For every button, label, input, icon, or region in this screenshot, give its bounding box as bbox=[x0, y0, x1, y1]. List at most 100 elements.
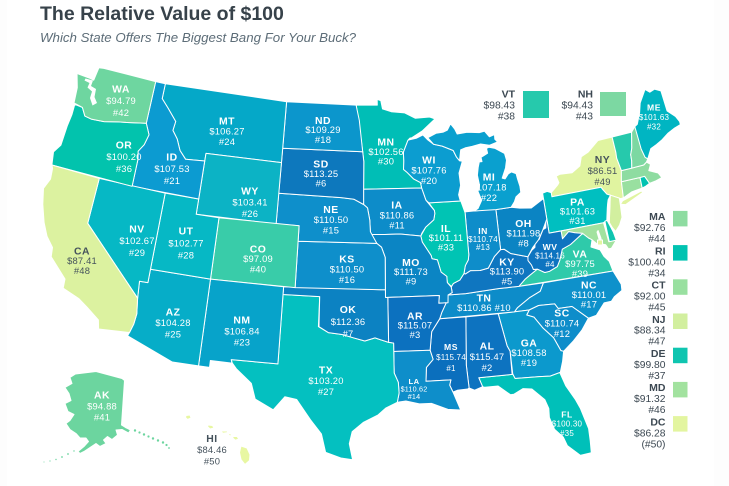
svg-text:$110.50: $110.50 bbox=[314, 214, 349, 225]
svg-text:#48: #48 bbox=[74, 265, 90, 276]
svg-text:AR: AR bbox=[407, 311, 423, 322]
svg-text:$107.76: $107.76 bbox=[411, 164, 446, 175]
svg-text:#47: #47 bbox=[648, 337, 665, 348]
svg-text:$111.98: $111.98 bbox=[507, 227, 541, 238]
svg-text:$92.00: $92.00 bbox=[634, 292, 666, 303]
svg-text:$110.74: $110.74 bbox=[545, 317, 580, 328]
svg-text:HI: HI bbox=[206, 434, 217, 445]
svg-text:CA: CA bbox=[74, 246, 90, 257]
svg-text:$112.36: $112.36 bbox=[331, 316, 366, 327]
svg-text:OH: OH bbox=[515, 219, 532, 230]
svg-text:NV: NV bbox=[129, 224, 144, 235]
svg-text:$84.46: $84.46 bbox=[197, 444, 227, 455]
svg-text:ID: ID bbox=[166, 152, 177, 163]
svg-text:MN: MN bbox=[377, 137, 394, 148]
svg-text:#31: #31 bbox=[569, 215, 585, 226]
svg-text:#7: #7 bbox=[343, 328, 354, 339]
svg-text:#1: #1 bbox=[446, 364, 456, 373]
svg-text:$106.84: $106.84 bbox=[224, 325, 259, 336]
svg-text:#3: #3 bbox=[410, 329, 421, 340]
svg-text:#21: #21 bbox=[164, 175, 180, 186]
svg-text:#27: #27 bbox=[318, 386, 334, 397]
svg-text:TX: TX bbox=[319, 365, 333, 376]
svg-text:AL: AL bbox=[480, 341, 495, 352]
svg-text:#38: #38 bbox=[498, 112, 515, 123]
svg-text:CO: CO bbox=[250, 244, 267, 255]
svg-text:NC: NC bbox=[581, 280, 597, 291]
svg-text:$115.74: $115.74 bbox=[436, 353, 466, 362]
svg-text:SD: SD bbox=[313, 159, 328, 170]
svg-text:#35: #35 bbox=[560, 429, 574, 438]
svg-text:$109.29: $109.29 bbox=[305, 124, 340, 135]
svg-text:KY: KY bbox=[499, 257, 514, 268]
svg-text:$97.09: $97.09 bbox=[243, 253, 273, 264]
svg-text:MD: MD bbox=[649, 382, 666, 394]
svg-text:$103.20: $103.20 bbox=[308, 375, 343, 386]
svg-text:$88.34: $88.34 bbox=[634, 326, 666, 337]
svg-text:$110.86 #10: $110.86 #10 bbox=[457, 302, 511, 313]
svg-text:IL: IL bbox=[441, 224, 451, 235]
svg-text:$111.73: $111.73 bbox=[394, 266, 428, 277]
svg-text:SC: SC bbox=[554, 308, 569, 319]
svg-text:#42: #42 bbox=[113, 107, 129, 118]
svg-text:#24: #24 bbox=[219, 136, 235, 147]
svg-text:MT: MT bbox=[219, 116, 235, 127]
svg-text:$103.41: $103.41 bbox=[232, 197, 267, 208]
svg-text:$115.47: $115.47 bbox=[470, 351, 505, 362]
svg-text:#29: #29 bbox=[129, 247, 145, 258]
svg-text:$98.43: $98.43 bbox=[484, 101, 516, 112]
svg-text:#41: #41 bbox=[94, 412, 110, 423]
svg-text:#19: #19 bbox=[521, 357, 537, 368]
svg-text:$110.01: $110.01 bbox=[572, 289, 607, 300]
svg-text:$107.53: $107.53 bbox=[154, 163, 189, 174]
svg-text:(#50): (#50) bbox=[641, 439, 665, 450]
svg-text:ND: ND bbox=[315, 116, 331, 127]
svg-text:WA: WA bbox=[112, 84, 130, 95]
svg-text:$107.18: $107.18 bbox=[471, 181, 506, 192]
svg-text:#45: #45 bbox=[648, 303, 665, 314]
svg-text:$92.76: $92.76 bbox=[634, 223, 666, 234]
svg-text:$104.28: $104.28 bbox=[155, 317, 190, 328]
svg-text:WV: WV bbox=[543, 242, 558, 252]
svg-text:#44: #44 bbox=[648, 234, 665, 245]
svg-text:#8: #8 bbox=[518, 237, 529, 248]
svg-text:#26: #26 bbox=[242, 208, 258, 219]
svg-text:$102.56: $102.56 bbox=[368, 146, 403, 157]
svg-text:$110.74: $110.74 bbox=[468, 235, 498, 244]
svg-text:$101.63: $101.63 bbox=[560, 205, 595, 216]
svg-text:#23: #23 bbox=[234, 337, 250, 348]
svg-text:WI: WI bbox=[422, 155, 436, 166]
svg-text:CT: CT bbox=[652, 280, 667, 292]
svg-text:#50: #50 bbox=[204, 456, 220, 467]
svg-text:AZ: AZ bbox=[166, 307, 181, 318]
svg-text:IA: IA bbox=[391, 200, 402, 211]
svg-text:$110.50: $110.50 bbox=[330, 263, 365, 274]
svg-text:$86.28: $86.28 bbox=[634, 428, 666, 439]
svg-text:IN: IN bbox=[478, 226, 488, 236]
svg-text:NM: NM bbox=[233, 315, 250, 326]
svg-text:$100.40: $100.40 bbox=[628, 257, 665, 268]
svg-text:$110.62: $110.62 bbox=[401, 385, 428, 394]
svg-text:#43: #43 bbox=[576, 112, 593, 123]
svg-text:#20: #20 bbox=[421, 175, 437, 186]
svg-text:$91.32: $91.32 bbox=[634, 394, 666, 405]
svg-text:$86.51: $86.51 bbox=[588, 165, 618, 176]
svg-text:$94.43: $94.43 bbox=[562, 101, 594, 112]
svg-text:MA: MA bbox=[649, 211, 666, 223]
svg-text:#4: #4 bbox=[545, 260, 555, 269]
svg-text:DE: DE bbox=[651, 348, 666, 360]
svg-text:$108.58: $108.58 bbox=[511, 347, 546, 358]
svg-text:OR: OR bbox=[116, 140, 133, 151]
svg-text:#32: #32 bbox=[647, 123, 661, 132]
svg-text:#11: #11 bbox=[389, 220, 405, 231]
svg-text:MI: MI bbox=[483, 172, 496, 183]
svg-text:$100.20: $100.20 bbox=[106, 151, 141, 162]
svg-text:$94.88: $94.88 bbox=[87, 400, 117, 411]
svg-text:MS: MS bbox=[444, 342, 458, 352]
svg-text:#25: #25 bbox=[165, 328, 181, 339]
svg-text:VA: VA bbox=[573, 249, 588, 260]
svg-text:LA: LA bbox=[408, 377, 419, 386]
svg-text:$115.07: $115.07 bbox=[398, 319, 433, 330]
svg-text:#16: #16 bbox=[339, 274, 355, 285]
svg-text:$101.63: $101.63 bbox=[639, 113, 670, 122]
